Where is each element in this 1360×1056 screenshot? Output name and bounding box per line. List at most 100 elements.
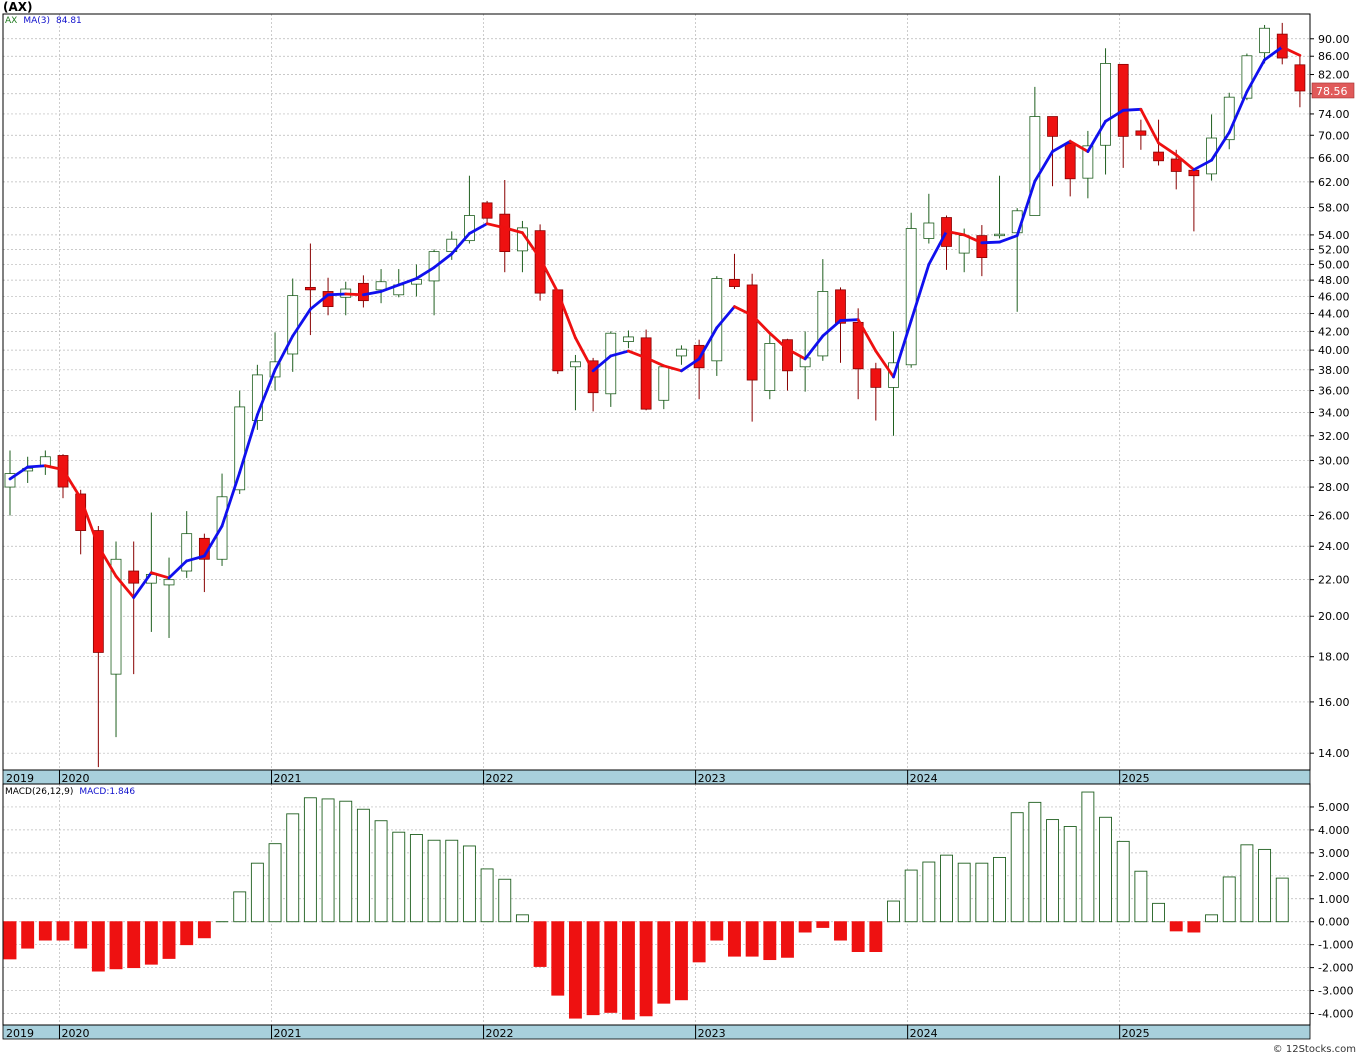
ma-segment <box>715 305 736 330</box>
macd-bar <box>321 798 335 923</box>
ma-segment <box>273 334 295 372</box>
grid-lines <box>3 14 1310 1025</box>
ma-segment <box>361 290 383 297</box>
macd-tick-label: 4.000 <box>1318 824 1350 837</box>
macd-bar <box>551 921 565 996</box>
candle-body <box>1117 63 1129 137</box>
macd-bar <box>622 921 635 1020</box>
candle-body <box>481 202 493 219</box>
macd-bar <box>1099 816 1112 923</box>
macd-bar <box>1258 848 1272 923</box>
macd-bar <box>533 921 547 967</box>
ma-segment <box>556 290 577 340</box>
ma-segment <box>1157 141 1178 157</box>
macd-bar <box>781 921 794 958</box>
ma-segment <box>1263 45 1284 62</box>
ma-segment <box>43 464 65 472</box>
legend-ma-value: 84.81 <box>56 16 82 26</box>
ma-segment <box>892 319 913 379</box>
candle-body <box>1294 64 1306 92</box>
candle-body <box>817 291 829 357</box>
ma-segment <box>733 305 754 317</box>
price-tick-label: 82.00 <box>1318 69 1350 82</box>
chart-title: (AX) <box>3 0 33 14</box>
macd-bar <box>1046 819 1059 923</box>
candle-body <box>923 222 935 239</box>
price-tick-label: 24.00 <box>1318 540 1350 553</box>
ma-segment <box>1104 108 1125 123</box>
ma-segment <box>803 334 825 361</box>
candle-body <box>1170 158 1182 172</box>
macd-bar <box>834 921 847 941</box>
macd-bar <box>745 921 759 957</box>
ma-segment <box>521 231 542 260</box>
macd-legend-value: MACD:1.846 <box>79 787 136 797</box>
ma-segment <box>79 496 100 548</box>
candle-body <box>1029 116 1041 216</box>
price-tick-label: 48.00 <box>1318 274 1350 287</box>
price-tick-label: 46.00 <box>1318 290 1350 303</box>
macd-bar <box>816 921 830 928</box>
axis-bands: 2019 2019 2020 2020 2021 2021 2022 2022 2023 2023… <box>2 769 1311 1040</box>
candle-body <box>729 278 740 287</box>
macd-bar <box>639 921 653 1017</box>
macd-bar <box>1063 826 1077 923</box>
macd-bar <box>21 921 35 949</box>
ma-segment <box>1210 131 1231 162</box>
ma-segment <box>1280 45 1302 57</box>
ma-segment <box>326 292 348 297</box>
macd-bar <box>162 921 176 959</box>
macd-bar <box>692 921 706 963</box>
macd-bar <box>339 800 353 923</box>
price-panel-frame <box>2 13 1311 771</box>
ma-segment <box>662 364 683 373</box>
price-tick-label: 36.00 <box>1318 385 1350 398</box>
price-tick-label: 30.00 <box>1318 455 1350 468</box>
ma-segment <box>627 349 648 360</box>
macd-bar <box>1010 812 1024 923</box>
ma-segment <box>909 263 931 322</box>
year-label: 2021 <box>274 1027 302 1040</box>
macd-histogram <box>3 791 1289 1020</box>
panel-frames <box>2 13 1311 1026</box>
macd-bar <box>56 921 70 941</box>
ma-segment <box>450 232 471 256</box>
macd-bar <box>975 862 989 923</box>
year-label: 2021 <box>274 772 302 785</box>
ma-segment <box>609 349 630 358</box>
macd-bar <box>851 921 865 953</box>
macd-bar <box>233 891 247 923</box>
last-price-label: 78.56 <box>1316 85 1348 98</box>
ma-segment <box>856 318 878 353</box>
ma-segment <box>786 347 807 361</box>
ma-segment <box>415 266 436 280</box>
ma-segment <box>1051 139 1072 153</box>
price-tick-label: 32.00 <box>1318 430 1350 443</box>
year-label: 2023 <box>698 1027 726 1040</box>
candle-body <box>499 213 511 253</box>
macd-bar <box>675 921 688 1001</box>
macd-bar <box>392 831 406 923</box>
macd-bar <box>286 813 300 923</box>
macd-bar <box>763 921 777 961</box>
ma-segment <box>379 283 401 293</box>
macd-bar <box>498 878 512 923</box>
price-tick-label: 74.00 <box>1318 108 1350 121</box>
price-tick-label: 50.00 <box>1318 258 1350 271</box>
ma-segment <box>1086 119 1107 153</box>
price-tick-label: 42.00 <box>1318 325 1350 338</box>
year-label: 2020 <box>61 1027 89 1040</box>
candle-body <box>1047 116 1058 137</box>
macd-bar <box>904 869 918 923</box>
macd-bar <box>197 921 211 939</box>
candle-body <box>746 284 758 381</box>
macd-bar <box>250 862 264 923</box>
price-tick-label: 40.00 <box>1318 344 1350 357</box>
ma-segment <box>503 226 524 235</box>
macd-bar <box>1169 921 1183 932</box>
macd-tick-label: -1.000 <box>1318 939 1353 952</box>
year-label: 2025 <box>1122 1027 1150 1040</box>
candle-body <box>4 473 16 488</box>
candle-body <box>1082 145 1094 179</box>
candle-body <box>1206 137 1217 175</box>
